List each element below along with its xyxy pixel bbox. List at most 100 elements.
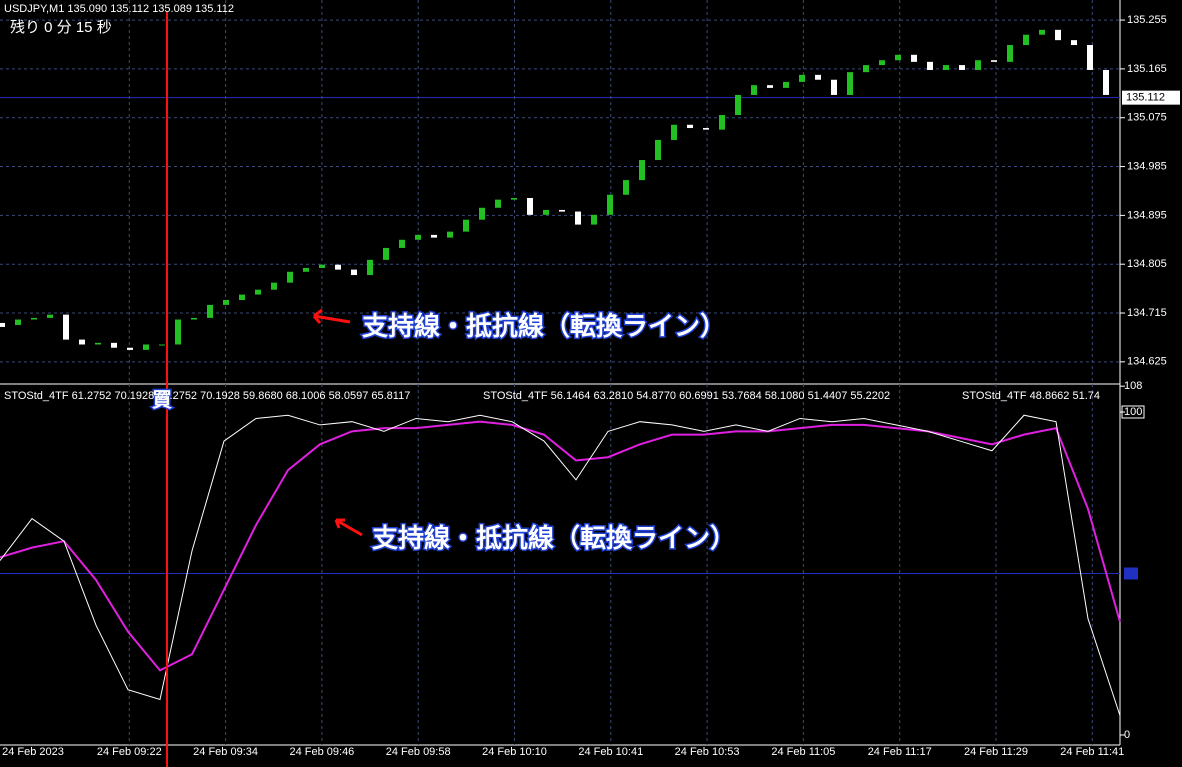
candle — [15, 319, 21, 325]
candle — [847, 72, 853, 95]
candle — [959, 65, 965, 70]
x-tick-label: 24 Feb 11:41 — [1060, 746, 1124, 758]
arrow — [334, 518, 363, 537]
candle — [559, 209, 565, 212]
candle — [127, 347, 133, 350]
candle — [943, 65, 949, 70]
x-tick-label: 24 Feb 2023 — [2, 746, 64, 758]
candle — [351, 269, 357, 276]
candle — [415, 234, 421, 240]
x-tick-label: 24 Feb 10:53 — [675, 746, 740, 758]
current-price-label: 135.112 — [1126, 92, 1165, 104]
candle — [575, 211, 581, 225]
candle — [95, 342, 101, 345]
candle — [383, 247, 389, 260]
candle — [63, 314, 69, 340]
arrow — [312, 308, 351, 324]
candle — [0, 322, 5, 327]
candle — [159, 344, 165, 346]
main-line — [0, 414, 1121, 716]
y-tick-label: 0 — [1124, 729, 1130, 741]
y-tick-label: 134.985 — [1127, 160, 1167, 172]
candle — [863, 65, 869, 73]
candle — [1039, 29, 1045, 35]
candle — [639, 160, 645, 181]
symbol-line: USDJPY,M1 135.090 135.112 135.089 135.11… — [4, 3, 234, 15]
x-tick-label: 24 Feb 09:22 — [97, 746, 162, 758]
candle — [511, 198, 517, 200]
candle — [831, 79, 837, 95]
x-tick-label: 24 Feb 09:46 — [289, 746, 354, 758]
candle — [991, 60, 997, 62]
y-tick-label: 135.165 — [1127, 63, 1167, 75]
candle — [335, 264, 341, 270]
candle — [751, 85, 757, 95]
candle — [111, 342, 117, 348]
annotation: 支持線・抵抗線（転換ライン） — [372, 523, 736, 553]
x-tick-label: 24 Feb 11:29 — [964, 746, 1028, 758]
y-tick-label: 134.715 — [1127, 307, 1167, 319]
candle — [735, 94, 741, 116]
candle — [79, 339, 85, 345]
candle — [911, 54, 917, 62]
candle — [879, 60, 885, 66]
candle — [1023, 34, 1029, 46]
candle — [191, 317, 197, 320]
y-tick-label: 134.625 — [1127, 356, 1167, 368]
y-tick-label: 135.075 — [1127, 112, 1167, 124]
x-tick-label: 24 Feb 09:58 — [386, 746, 451, 758]
current-price-box — [1122, 90, 1180, 105]
buy-marker: 買 — [152, 388, 172, 411]
annotation: 支持線・抵抗線（転換ライン） — [362, 311, 726, 341]
y-tick-label: 100 — [1124, 406, 1142, 418]
candle — [271, 282, 277, 290]
timer: 残り 0 分 15 秒 — [10, 19, 112, 36]
candle — [783, 81, 789, 88]
candle — [175, 319, 181, 345]
x-tick-label: 24 Feb 11:17 — [868, 746, 932, 758]
candle — [623, 180, 629, 195]
candle — [607, 194, 613, 215]
x-tick-label: 24 Feb 09:34 — [193, 746, 258, 758]
indicator-header: STOStd_4TF 61.2752 70.1928 61.2752 70.19… — [4, 390, 410, 402]
candle — [303, 267, 309, 272]
candle — [895, 54, 901, 61]
candle — [591, 214, 597, 225]
candle — [463, 219, 469, 232]
candle — [207, 304, 213, 318]
candle — [399, 239, 405, 248]
level-marker — [1124, 567, 1138, 580]
candle — [1103, 69, 1109, 95]
candle — [767, 85, 773, 88]
x-tick-label: 24 Feb 10:41 — [578, 746, 643, 758]
candle — [495, 199, 501, 208]
y-tick-label: 134.895 — [1127, 209, 1167, 221]
candle — [687, 124, 693, 129]
y-tick-label: 108 — [1124, 380, 1142, 392]
candle — [367, 259, 373, 276]
candle — [287, 271, 293, 283]
candle — [975, 60, 981, 70]
candle — [543, 209, 549, 215]
y-tick-label: 134.805 — [1127, 258, 1167, 270]
indicator-header: STOStd_4TF 48.8662 51.74 — [962, 390, 1100, 402]
candle — [1007, 45, 1013, 62]
candle — [1055, 29, 1061, 41]
y-tick-label: 135.255 — [1127, 14, 1167, 26]
candle — [655, 139, 661, 161]
grid — [0, 0, 1138, 745]
candle — [447, 231, 453, 238]
candle — [927, 61, 933, 70]
label-box — [1121, 405, 1145, 419]
candle — [431, 234, 437, 238]
candle — [255, 289, 261, 295]
x-tick-label: 24 Feb 10:10 — [482, 746, 547, 758]
candle — [1087, 45, 1093, 70]
candle — [239, 294, 245, 300]
candle — [47, 314, 53, 318]
candle — [1071, 40, 1077, 46]
candle — [671, 124, 677, 140]
signal-line — [0, 420, 1121, 672]
candle — [527, 198, 533, 215]
